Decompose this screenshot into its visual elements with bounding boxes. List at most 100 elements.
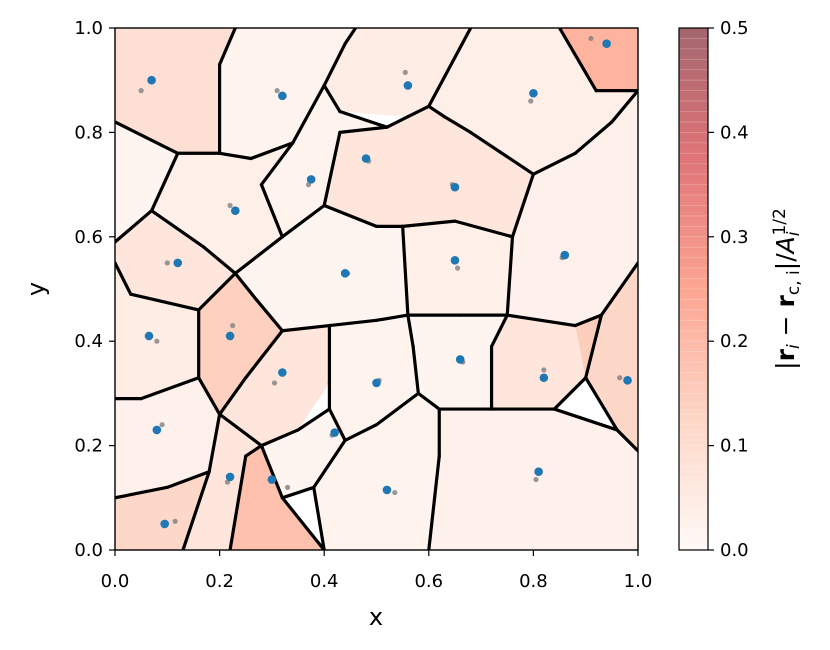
voronoi-cell	[261, 409, 346, 498]
colorbar-frame	[678, 27, 709, 551]
centroid-point	[164, 260, 170, 266]
voronoi-cell	[559, 28, 638, 91]
centroid-point	[172, 518, 178, 524]
generator-point	[144, 331, 154, 341]
voronoi-edge	[218, 412, 264, 448]
colorbar-tick-label: 0.3	[720, 227, 749, 248]
generator-point	[529, 88, 538, 98]
centroid-point	[159, 422, 165, 428]
voronoi-edge	[244, 329, 284, 380]
voronoi-cell	[115, 28, 236, 154]
generator-point	[623, 376, 632, 385]
voronoi-edge	[573, 120, 614, 155]
voronoi-edge	[599, 261, 638, 317]
voronoi-edge	[218, 151, 253, 161]
voronoi-edge	[552, 376, 588, 411]
generator-point	[361, 154, 371, 163]
colorbar-label-bar-open: |	[771, 361, 800, 369]
colorbar-label-A: A	[771, 236, 800, 255]
generator-point	[173, 258, 183, 268]
x-tick-label: 0.2	[205, 571, 234, 592]
centroid-point	[541, 367, 547, 373]
voronoi-cell	[235, 205, 408, 331]
y-tick-label: 1.0	[74, 18, 103, 39]
voronoi-cell	[313, 393, 440, 550]
colorbar-tick-label: 0.1	[720, 436, 749, 457]
centroid-point	[274, 88, 280, 94]
voronoi-edge	[401, 224, 410, 317]
colorbar-label-r: r	[771, 348, 800, 361]
colorbar-tick-label: 0.4	[720, 122, 749, 143]
voronoi-edge	[150, 151, 180, 213]
voronoi-edge	[343, 28, 358, 46]
voronoi-edge	[312, 485, 326, 550]
voronoi-edge	[280, 496, 326, 550]
voronoi-edge	[427, 28, 473, 108]
colorbar-tick-label: 0.5	[720, 18, 749, 39]
voronoi-edge	[115, 261, 133, 296]
voronoi-edge	[259, 141, 295, 187]
voronoi-cell	[183, 414, 262, 550]
generator-point	[403, 81, 413, 90]
voronoi-cell	[261, 85, 387, 237]
generator-point	[160, 519, 169, 529]
voronoi-edge	[322, 203, 379, 228]
generator-point	[560, 250, 570, 260]
colorbar-label: |ri − rc, i|/Ai1/2	[770, 208, 804, 370]
generator-point	[330, 428, 339, 437]
voronoi-edge	[233, 271, 258, 302]
voronoi-edge	[374, 391, 420, 427]
voronoi-edge	[233, 235, 284, 275]
voronoi-edge	[557, 28, 598, 93]
x-axis: 0.0 0.2 0.4 0.6 0.8 1.0	[101, 550, 652, 592]
voronoi-edge	[280, 485, 316, 500]
x-axis-label: x	[369, 603, 383, 631]
voronoi-edge	[327, 318, 379, 328]
voronoi-edge	[385, 115, 410, 129]
generator-point	[372, 378, 381, 388]
generator-point	[382, 485, 392, 495]
plot-area	[114, 27, 639, 551]
generator-point	[278, 368, 287, 377]
y-axis: 0.0 0.2 0.4 0.6 0.8 1.0	[74, 18, 115, 561]
colorbar-gradient	[679, 28, 708, 550]
voronoi-edge	[406, 313, 415, 349]
voronoi-cell	[324, 106, 534, 237]
colorbar-label-r-c: r	[771, 294, 800, 307]
generator-point	[602, 39, 611, 48]
voronoi-cell	[115, 377, 220, 498]
voronoi-edge	[411, 344, 420, 395]
voronoi-edge	[505, 235, 515, 317]
voronoi-edge	[406, 104, 431, 119]
voronoi-edge	[249, 141, 295, 161]
voronoi-edge	[296, 407, 332, 432]
y-axis-label: y	[22, 282, 50, 296]
voronoi-edge	[584, 313, 603, 380]
generator-point	[230, 206, 240, 215]
y-tick-label: 0.8	[74, 122, 103, 143]
voronoi-edge	[552, 407, 619, 432]
voronoi-cell	[151, 142, 293, 274]
generator-point	[225, 331, 235, 341]
voronoi-edge	[573, 313, 603, 328]
generator-point	[152, 425, 162, 435]
generator-point	[455, 355, 465, 364]
voronoi-edge	[338, 125, 389, 134]
voronoi-edge	[280, 203, 326, 239]
y-tick-label: 0.0	[74, 540, 103, 561]
centroid-point	[454, 265, 461, 271]
centroid-point	[227, 202, 233, 209]
x-tick-label: 0.4	[310, 571, 339, 592]
voronoi-edges	[115, 28, 638, 550]
voronoi-edge	[469, 130, 536, 176]
colorbar-label-A-sub: i	[784, 231, 804, 236]
generator-point	[225, 472, 235, 482]
voronoi-edge	[416, 391, 441, 411]
voronoi-edge	[259, 428, 300, 448]
x-tick-label: 0.8	[519, 571, 548, 592]
voronoi-edge	[374, 313, 410, 322]
voronoi-edge	[489, 313, 509, 349]
voronoi-edge	[322, 130, 342, 208]
voronoi-edge	[197, 376, 222, 416]
